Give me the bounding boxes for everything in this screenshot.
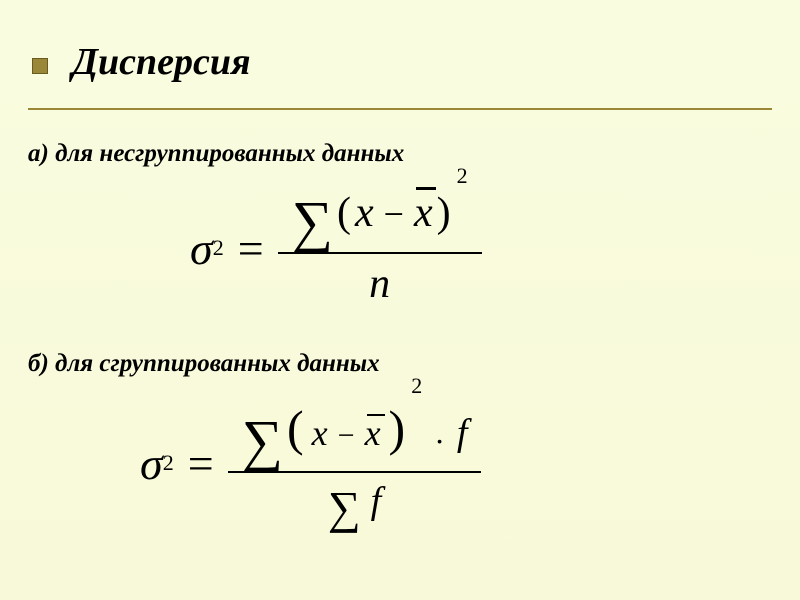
denominator-b: ∑ f: [228, 473, 482, 532]
cdot: ·: [434, 423, 445, 459]
f-var-denom: f: [371, 480, 382, 522]
n-var: n: [369, 261, 390, 307]
xbar-overline-b: [367, 414, 385, 416]
sigma-exponent: 2: [213, 235, 224, 261]
equals-sign-b: =: [188, 437, 214, 490]
x-var-b: x: [312, 413, 328, 453]
xbar-x-b: x: [365, 413, 381, 453]
xbar-b: x: [365, 412, 381, 454]
formula-grouped: σ 2 = ∑ ( x − x ) 2 · f ∑: [140, 395, 481, 531]
sigma-symbol: σ: [190, 222, 213, 275]
lparen-b: (: [287, 400, 304, 456]
section-a-heading: а) для несгруппированных данных: [28, 140, 404, 168]
rparen: ): [437, 190, 451, 236]
xbar-overline: [416, 187, 436, 190]
squared-exponent-b: 2: [411, 373, 422, 398]
denominator-a: n: [278, 254, 482, 312]
sigma-symbol-b: σ: [140, 437, 163, 490]
sum-symbol-num: ∑: [242, 418, 283, 464]
section-b-heading: б) для сгруппированных данных: [28, 350, 380, 378]
slide-title: Дисперсия: [72, 40, 251, 84]
x-var: x: [355, 190, 374, 236]
fraction-a: ∑ ( x − x ) 2 n: [278, 185, 482, 312]
minus-sign: −: [384, 194, 404, 234]
title-underline: [28, 108, 772, 110]
rparen-b: ): [389, 400, 406, 456]
sum-symbol: ∑: [292, 199, 333, 245]
fraction-b: ∑ ( x − x ) 2 · f ∑ f: [228, 395, 482, 531]
equals-sign: =: [238, 222, 264, 275]
title-bullet: [32, 58, 48, 74]
xbar-x: x: [414, 190, 433, 236]
xbar: x: [414, 189, 433, 237]
numerator-b: ∑ ( x − x ) 2 · f: [228, 395, 482, 473]
numerator-a: ∑ ( x − x ) 2: [278, 185, 482, 254]
f-var-num: f: [457, 412, 468, 454]
sigma-exponent-b: 2: [163, 450, 174, 476]
lparen: (: [337, 190, 351, 236]
minus-sign-b: −: [338, 419, 355, 452]
sum-symbol-denom: ∑: [328, 490, 361, 527]
formula-ungrouped: σ 2 = ∑ ( x − x ) 2 n: [190, 185, 482, 312]
squared-exponent: 2: [457, 163, 468, 188]
